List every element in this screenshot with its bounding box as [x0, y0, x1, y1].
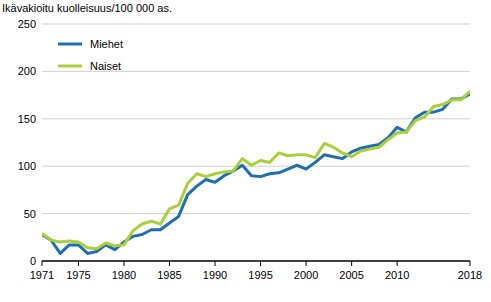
- x-tick-label: 1971: [30, 269, 54, 281]
- x-axis: [42, 261, 470, 262]
- x-tick-label: 1985: [157, 269, 181, 281]
- x-tick: [78, 261, 79, 266]
- x-tick-label: 2018: [458, 269, 482, 281]
- y-tick-label: 100: [18, 160, 36, 172]
- x-tick-label: 2000: [294, 269, 318, 281]
- x-tick-label: 1980: [112, 269, 136, 281]
- x-tick-label: 1975: [66, 269, 90, 281]
- x-tick: [169, 261, 170, 266]
- y-axis-title: Ikävakioitu kuolleisuus/100 000 as.: [2, 2, 172, 14]
- series-line: [42, 94, 470, 253]
- y-tick-label: 250: [18, 18, 36, 30]
- legend-label: Naiset: [90, 60, 121, 72]
- x-tick: [397, 261, 398, 266]
- x-tick: [260, 261, 261, 266]
- x-tick-label: 2005: [339, 269, 363, 281]
- legend-swatch: [58, 43, 82, 46]
- grid-line: [42, 118, 470, 119]
- x-tick: [215, 261, 216, 266]
- y-tick-label: 200: [18, 65, 36, 77]
- legend-label: Miehet: [90, 38, 123, 50]
- grid-line: [42, 24, 470, 25]
- x-tick: [351, 261, 352, 266]
- x-tick: [42, 261, 43, 266]
- grid-line: [42, 213, 470, 214]
- plot-area: [42, 91, 470, 253]
- grid-line: [42, 166, 470, 167]
- x-tick-label: 1990: [203, 269, 227, 281]
- x-tick-label: 1995: [248, 269, 272, 281]
- y-tick-label: 0: [30, 255, 36, 267]
- series-line: [42, 91, 470, 248]
- chart: 0 50 100 150 200 250 1971 1975 1980 1985 1990 1995 2…: [0, 0, 491, 302]
- x-tick: [123, 261, 124, 266]
- y-tick-label: 50: [24, 208, 36, 220]
- legend-swatch: [58, 65, 82, 68]
- x-tick-label: 2010: [385, 269, 409, 281]
- grid-line: [42, 261, 470, 262]
- y-tick-label: 150: [18, 113, 36, 125]
- x-tick: [470, 261, 471, 266]
- x-tick: [306, 261, 307, 266]
